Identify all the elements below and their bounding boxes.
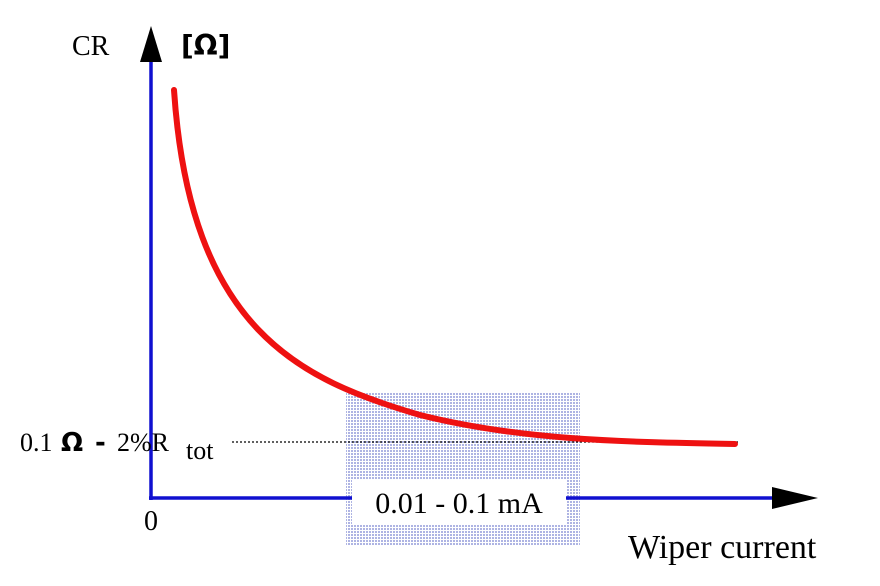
y-axis-unit: [Ω]: [181, 29, 230, 62]
min-level-value: 2%R: [117, 428, 170, 457]
min-level-subscript: tot: [186, 436, 214, 465]
min-level-prefix: 0.1: [20, 428, 53, 457]
range-label-text: 0.01 - 0.1 mA: [375, 487, 543, 520]
x-axis-label: Wiper current: [628, 529, 817, 566]
min-level-label: 0.1 Ω - 2%R tot: [20, 428, 214, 465]
origin-label: 0: [144, 506, 158, 537]
y-axis-arrowhead: [140, 26, 162, 62]
omega-symbol: Ω: [61, 428, 83, 458]
x-axis-arrowhead: [772, 487, 818, 509]
y-axis-label: CR: [72, 31, 110, 62]
min-level-dash: -: [95, 428, 106, 458]
resistance-curve: [171, 87, 738, 447]
range-label-box: 0.01 - 0.1 mA: [352, 480, 566, 524]
